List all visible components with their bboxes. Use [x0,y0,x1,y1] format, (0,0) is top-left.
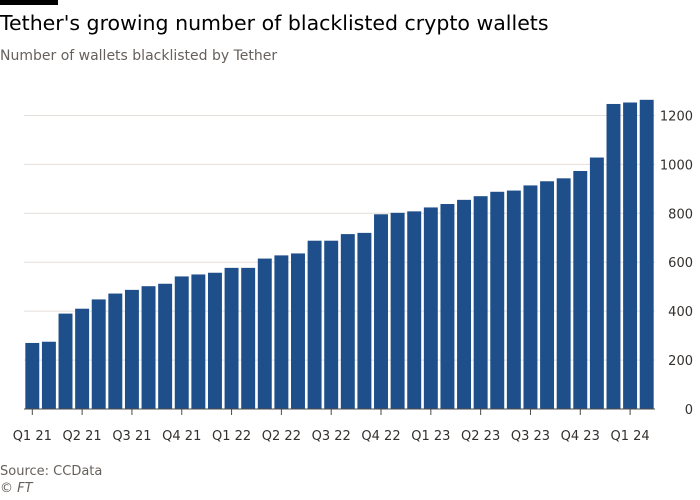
y-tick-label: 400 [668,305,693,320]
x-tick-label: Q1 24 [610,429,649,444]
bar [606,103,621,410]
bar [457,199,472,409]
bar [423,207,438,409]
bar [556,178,571,409]
source-note: Source: CCData [0,464,103,479]
bar [224,267,239,409]
bar [108,293,123,409]
x-tick-label: Q1 22 [212,429,251,444]
bar [25,342,40,409]
bar [440,204,455,409]
bar [506,190,521,409]
bar [490,191,505,409]
bar [540,181,555,409]
bar [307,240,322,409]
bar [291,253,305,409]
bar [241,267,256,409]
bar [573,170,588,409]
x-tick-label: Q2 23 [461,429,500,444]
bar [639,99,654,409]
x-tick-label: Q3 22 [312,429,351,444]
bar [91,299,106,409]
y-tick-label: 1200 [660,109,693,124]
x-tick-label: Q3 23 [511,429,550,444]
x-tick-label: Q2 22 [262,429,301,444]
y-tick-label: 200 [668,354,693,369]
bar [41,341,56,409]
x-tick-label: Q4 22 [361,429,400,444]
bar [374,214,388,409]
bar [390,212,405,409]
ft-credit: © FT [0,481,33,496]
bar [407,211,422,409]
x-tick-label: Q4 21 [162,429,201,444]
y-tick-label: 0 [685,403,693,418]
x-tick-label: Q3 21 [112,429,151,444]
bar [207,272,222,409]
bar [124,289,139,409]
x-tick-label: Q4 23 [561,429,600,444]
y-tick-label: 800 [668,207,693,222]
bar-chart: 0 200 400 600 800 1000 1200 Q1 21 Q2 21 Q3 21 Q4 2… [13,99,693,444]
x-tick-label: Q1 21 [13,429,52,444]
top-rule [0,0,58,5]
bar-layer [25,99,654,410]
y-tick-label: 1000 [660,158,693,173]
chart-subtitle: Number of wallets blacklisted by Tether [0,48,278,64]
bar [589,157,604,409]
bar [75,308,90,409]
bar [623,102,638,410]
bar [324,240,339,409]
chart-title: Tether's growing number of blacklisted c… [0,11,549,35]
bar [58,313,73,409]
bar [340,234,355,409]
bar [191,274,206,409]
bar [357,232,372,409]
y-tick-label: 600 [668,256,693,271]
bar [473,196,488,409]
bar [174,276,189,409]
x-tick-label: Q2 21 [63,429,102,444]
x-tick-label: Q1 23 [411,429,450,444]
bar [274,255,289,409]
bar [141,286,156,409]
axis-layer: 0 200 400 600 800 1000 1200 Q1 21 Q2 21 Q3 21 Q4 2… [13,109,693,444]
bar [158,283,173,409]
bar [523,185,538,409]
bar [257,258,272,409]
